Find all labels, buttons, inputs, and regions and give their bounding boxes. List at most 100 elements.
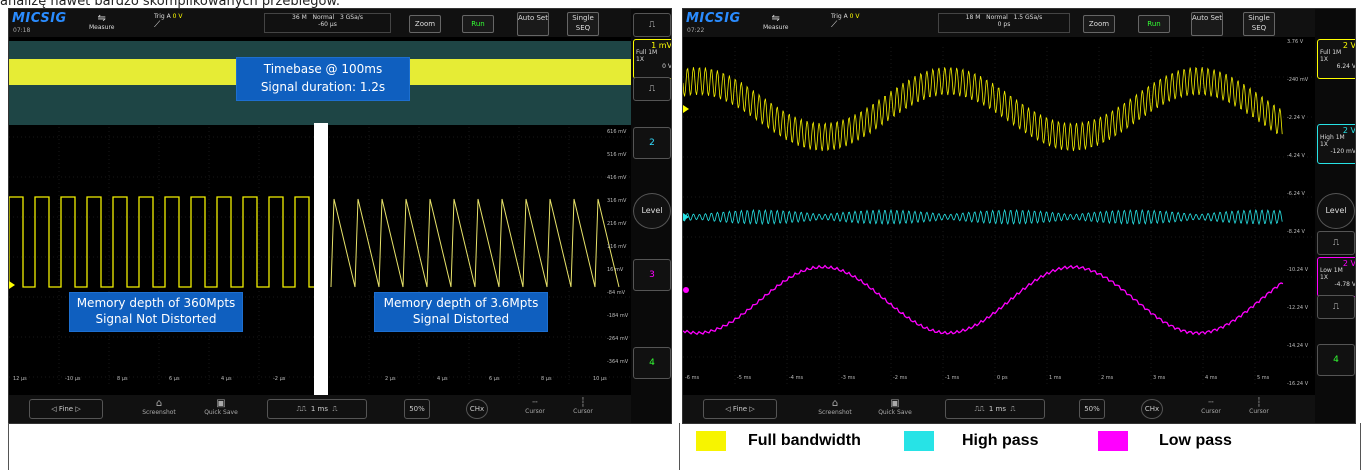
quick-save-button[interactable]: ▣ Quick Save: [875, 398, 915, 416]
time-tick-label: 8 μs: [541, 376, 552, 382]
arrow-left-icon[interactable]: ◁: [725, 405, 731, 413]
cursor-h-icon: ┄: [1208, 398, 1214, 408]
percent-button[interactable]: 50%: [404, 399, 430, 419]
run-button[interactable]: Run: [462, 15, 494, 33]
time-tick-label: 12 μs: [13, 376, 27, 382]
voltage-scale-label: -84 mV: [607, 290, 626, 296]
zoom-button[interactable]: Zoom: [409, 15, 441, 33]
timebase-control[interactable]: ⎍⎍ 1 ms ⎍: [945, 399, 1045, 419]
measure-icon: ⇋: [771, 13, 780, 24]
pulse-icon[interactable]: ⎍: [1317, 295, 1355, 319]
pulse-icon[interactable]: ⎍: [633, 13, 671, 37]
voltage-scale-label: -364 mV: [607, 359, 629, 365]
cursor-h-button[interactable]: ┄ Cursor: [519, 398, 551, 415]
logo: MICSIG: [12, 11, 67, 26]
voltage-scale-label: 516 mV: [607, 152, 627, 158]
ch1-info[interactable]: 1 mV Full 1M 1X 0 V: [633, 39, 671, 79]
ch4-button[interactable]: 4: [633, 347, 671, 379]
time-tick-label: -2 μs: [273, 376, 286, 382]
time-tick-label: -3 ms: [841, 375, 856, 381]
logo: MICSIG: [686, 11, 741, 26]
clock: 07:22: [687, 27, 705, 34]
voltage-scale-label: 3.76 V: [1287, 39, 1304, 45]
timebase-annotation: Timebase @ 100ms Signal duration: 1.2s: [236, 57, 410, 101]
pulse-wide-icon[interactable]: ⎍⎍: [974, 405, 985, 413]
cursor-h-button[interactable]: ┄ Cursor: [1195, 398, 1227, 415]
ch2-info[interactable]: 2 V High 1M 1X -120 mV: [1317, 124, 1355, 164]
divider-bar: [314, 123, 328, 395]
pulse-wide-icon[interactable]: ⎍⎍: [296, 405, 307, 413]
measure-button[interactable]: ⇋ Measure: [89, 13, 115, 31]
ch3-button[interactable]: 3: [633, 259, 671, 291]
trigger-button[interactable]: Trig A 0 V ⟋: [831, 13, 860, 30]
trigger-button[interactable]: Trig A 0 V ⟋: [154, 13, 183, 30]
cursor-v-button[interactable]: ┆ Cursor: [1243, 398, 1275, 415]
time-tick-label: 4 μs: [221, 376, 232, 382]
time-tick-label: 2 ms: [1101, 375, 1114, 381]
clock: 07:18: [13, 27, 31, 34]
ch2-marker: [683, 213, 689, 221]
voltage-scale-label: 16 mV: [607, 267, 624, 273]
time-tick-label: 8 μs: [117, 376, 128, 382]
measure-button[interactable]: ⇋ Measure: [763, 13, 789, 31]
time-tick-label: 5 ms: [1257, 375, 1270, 381]
pulse-narrow-icon[interactable]: ⎍: [1010, 405, 1016, 413]
voltage-scale-label: -14.24 V: [1287, 343, 1309, 349]
voltage-scale-label: 316 mV: [607, 198, 627, 204]
screenshot-button[interactable]: ⌂ Screenshot: [139, 398, 179, 416]
pulse-narrow-icon[interactable]: ⎍: [332, 405, 338, 413]
ch1-marker: [683, 105, 689, 113]
ch2-button[interactable]: 2: [633, 127, 671, 159]
trigger-edge-icon: ⟋: [831, 20, 838, 30]
timebase-info[interactable]: 36 M Normal 3 GSa/s -60 μs: [264, 13, 391, 33]
cursor-h-icon: ┄: [532, 398, 538, 408]
distortion-annotation: Memory depth of 3.6Mpts Signal Distorted: [374, 292, 548, 332]
quick-save-button[interactable]: ▣ Quick Save: [201, 398, 241, 416]
trigger-edge-icon: ⟋: [154, 20, 161, 30]
run-button[interactable]: Run: [1138, 15, 1170, 33]
time-tick-label: -6 ms: [685, 375, 700, 381]
ch3-info[interactable]: 2 V Low 1M 1X -4.78 V: [1317, 257, 1355, 297]
pulse-icon[interactable]: ⎍: [633, 77, 671, 101]
chx-button[interactable]: CHx: [1141, 399, 1163, 419]
zoom-button[interactable]: Zoom: [1083, 15, 1115, 33]
timebase-control[interactable]: ⎍⎍ 1 ms ⎍: [267, 399, 367, 419]
percent-button[interactable]: 50%: [1079, 399, 1105, 419]
full-bandwidth-trace: [683, 66, 1283, 152]
timebase-info[interactable]: 18 M Normal 1.5 GSa/s 0 ps: [938, 13, 1070, 33]
voltage-scale-label: 416 mV: [607, 175, 627, 181]
ch1-info[interactable]: 2 V Full 1M 1X 6.24 V: [1317, 39, 1355, 79]
left-blank-area: [8, 423, 680, 470]
voltage-scale-label: -12.24 V: [1287, 305, 1309, 311]
auto-set-button[interactable]: Auto Set: [1191, 12, 1223, 36]
pulse-icon[interactable]: ⎍: [1317, 231, 1355, 255]
fine-control[interactable]: ◁ Fine ▷: [703, 399, 777, 419]
voltage-scale-label: -4.24 V: [1287, 153, 1305, 159]
home-icon: ⌂: [155, 398, 163, 409]
cursor-v-button[interactable]: ┆ Cursor: [567, 398, 599, 415]
arrow-right-icon[interactable]: ▷: [749, 405, 755, 413]
single-seq-button[interactable]: Single SEQ: [1243, 12, 1275, 36]
level-knob[interactable]: Level: [633, 193, 671, 229]
voltage-scale-label: -10.24 V: [1287, 267, 1309, 273]
time-tick-label: -2 ms: [893, 375, 908, 381]
time-tick-label: 2 μs: [385, 376, 396, 382]
channel-sidebar: 2 V Full 1M 1X 6.24 V 2 V High 1M 1X -12…: [1315, 9, 1355, 423]
time-tick-label: 3 ms: [1153, 375, 1166, 381]
ch4-button[interactable]: 4: [1317, 344, 1355, 376]
screenshot-button[interactable]: ⌂ Screenshot: [815, 398, 855, 416]
save-icon: ▣: [216, 398, 226, 409]
chx-button[interactable]: CHx: [466, 399, 488, 419]
measure-icon: ⇋: [97, 13, 106, 24]
level-knob[interactable]: Level: [1317, 193, 1355, 229]
auto-set-button[interactable]: Auto Set: [517, 12, 549, 36]
arrow-right-icon[interactable]: ▷: [75, 405, 81, 413]
fine-control[interactable]: ◁ Fine ▷: [29, 399, 103, 419]
channel-sidebar: ⎍ 1 mV Full 1M 1X 0 V ⎍ 2 Level 3 4: [631, 9, 671, 423]
low-pass-trace: [683, 264, 1284, 336]
arrow-left-icon[interactable]: ◁: [51, 405, 57, 413]
legend-low-swatch: [1098, 431, 1128, 451]
single-seq-button[interactable]: Single SEQ: [567, 12, 599, 36]
caption-text: analizę nawet bardzo skomplikowanych prz…: [0, 0, 340, 8]
time-tick-label: 0 ps: [997, 375, 1008, 381]
